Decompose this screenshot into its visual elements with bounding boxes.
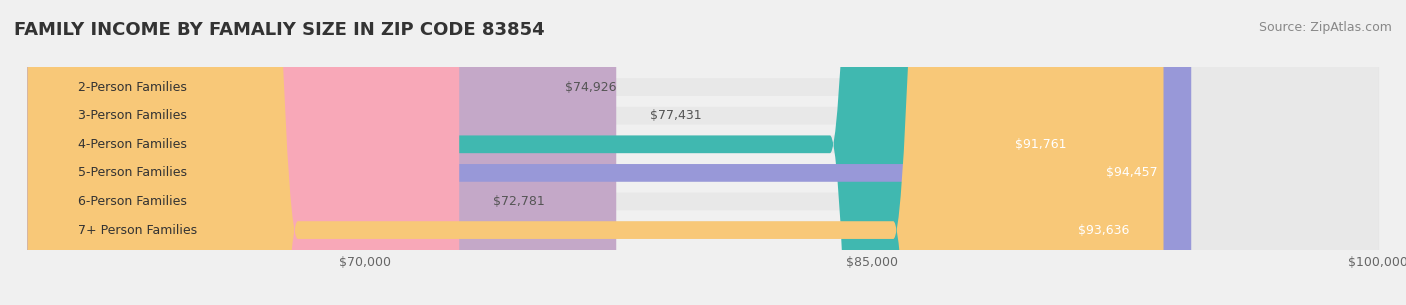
FancyBboxPatch shape — [28, 0, 1099, 305]
Text: $94,457: $94,457 — [1107, 167, 1157, 179]
FancyBboxPatch shape — [28, 0, 1378, 305]
Text: 2-Person Families: 2-Person Families — [79, 81, 187, 94]
Text: FAMILY INCOME BY FAMALIY SIZE IN ZIP CODE 83854: FAMILY INCOME BY FAMALIY SIZE IN ZIP COD… — [14, 21, 544, 39]
FancyBboxPatch shape — [28, 0, 531, 305]
Text: Source: ZipAtlas.com: Source: ZipAtlas.com — [1258, 21, 1392, 34]
Text: $77,431: $77,431 — [650, 109, 702, 122]
Text: 4-Person Families: 4-Person Families — [79, 138, 187, 151]
Text: 6-Person Families: 6-Person Families — [79, 195, 187, 208]
Text: $74,926: $74,926 — [565, 81, 617, 94]
Text: 5-Person Families: 5-Person Families — [79, 167, 187, 179]
FancyBboxPatch shape — [28, 0, 1378, 305]
FancyBboxPatch shape — [28, 0, 460, 305]
FancyBboxPatch shape — [28, 0, 1164, 305]
FancyBboxPatch shape — [28, 0, 1378, 305]
FancyBboxPatch shape — [28, 0, 1378, 305]
FancyBboxPatch shape — [28, 0, 1378, 305]
Text: 7+ Person Families: 7+ Person Families — [79, 224, 197, 237]
Text: $72,781: $72,781 — [494, 195, 544, 208]
Text: $93,636: $93,636 — [1078, 224, 1130, 237]
FancyBboxPatch shape — [28, 0, 1378, 305]
FancyBboxPatch shape — [28, 0, 1191, 305]
FancyBboxPatch shape — [28, 0, 616, 305]
Text: $91,761: $91,761 — [1015, 138, 1066, 151]
Text: 3-Person Families: 3-Person Families — [79, 109, 187, 122]
